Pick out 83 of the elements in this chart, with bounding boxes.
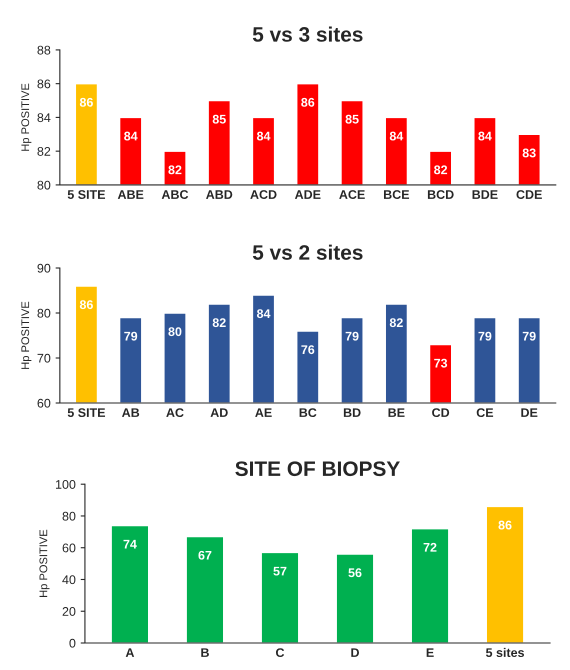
y-tick-label: 60 — [38, 398, 50, 408]
x-tick-label: CD — [432, 408, 450, 418]
x-tick-label: AE — [255, 408, 272, 417]
y-axis-title: Hp POSITIVE — [39, 530, 50, 597]
data-label: 84 — [478, 132, 492, 140]
x-tick-label: AC — [166, 408, 184, 418]
x-tick-label: AB — [122, 408, 140, 417]
x-tick-label: BCD — [428, 190, 454, 199]
x-tick-label: BC — [300, 408, 316, 418]
data-label: 67 — [198, 550, 212, 560]
x-tick-label: ABE — [118, 190, 144, 199]
data-label: 76 — [301, 345, 314, 354]
x-tick-label: C — [276, 648, 284, 658]
y-tick-label: 90 — [38, 264, 50, 273]
y-tick-label: 70 — [38, 354, 50, 363]
data-label: 79 — [124, 332, 138, 341]
x-tick-label: AD — [210, 408, 228, 417]
y-tick-label: 40 — [62, 575, 76, 584]
y-tick-label: 86 — [37, 79, 50, 88]
x-tick-label: E — [426, 648, 434, 657]
x-tick-label: A — [126, 648, 134, 657]
data-label: 84 — [256, 132, 270, 140]
data-label: 82 — [434, 165, 448, 174]
data-label: 79 — [478, 332, 492, 341]
data-label: 84 — [124, 132, 138, 140]
x-tick-label: D — [351, 648, 359, 657]
y-tick-label: 60 — [62, 544, 76, 552]
x-tick-label: ADE — [294, 190, 321, 199]
bar — [486, 506, 524, 643]
x-tick-label: CDE — [516, 190, 542, 199]
x-tick-label: 5 SITE — [68, 408, 106, 418]
y-axis-title: Hp POSITIVE — [21, 302, 32, 369]
bar — [336, 553, 374, 643]
data-label: 57 — [273, 566, 286, 576]
data-label: 79 — [346, 332, 359, 341]
x-tick-label: ACE — [339, 190, 365, 199]
data-label: 72 — [424, 542, 436, 552]
data-label: 79 — [522, 332, 536, 341]
data-label: 85 — [346, 114, 359, 124]
y-tick-label: 84 — [37, 113, 50, 122]
y-tick-label: 100 — [56, 480, 76, 489]
x-tick-label: ABD — [206, 190, 232, 199]
y-tick-label: 80 — [37, 308, 50, 318]
data-label: 84 — [256, 309, 270, 318]
data-label: 56 — [348, 568, 362, 578]
data-label: 86 — [301, 98, 314, 107]
data-label: 74 — [124, 540, 137, 548]
data-label: 73 — [434, 358, 448, 368]
x-tick-label: 5 sites — [486, 648, 524, 658]
data-label: 82 — [390, 318, 403, 328]
bar — [110, 524, 150, 643]
x-tick-label: ABC — [162, 190, 188, 199]
y-tick-label: 82 — [37, 146, 50, 156]
y-tick-label: 80 — [37, 180, 50, 190]
x-tick-label: BCE — [384, 190, 410, 199]
data-label: 84 — [390, 132, 404, 140]
data-label: 86 — [498, 520, 512, 530]
data-label: 86 — [80, 98, 93, 107]
y-tick-label: 0 — [69, 638, 76, 648]
y-tick-label: 88 — [37, 46, 50, 55]
data-label: 86 — [80, 300, 93, 310]
bar — [186, 536, 224, 643]
chart-title: SITE OF BIOPSY — [235, 461, 400, 476]
x-tick-label: BDE — [472, 190, 498, 199]
data-label: 80 — [168, 327, 182, 336]
data-label: 82 — [168, 165, 182, 174]
x-tick-label: B — [201, 648, 209, 657]
x-tick-label: ACD — [250, 190, 277, 199]
x-tick-label: BD — [344, 408, 361, 417]
x-tick-label: BE — [388, 408, 405, 417]
y-axis-title: Hp POSITIVE — [21, 84, 32, 151]
bar — [410, 528, 450, 643]
chart-title: 5 vs 2 sites — [252, 244, 363, 260]
x-tick-label: DE — [521, 408, 538, 417]
data-label: 85 — [212, 114, 226, 124]
y-tick-label: 20 — [62, 607, 76, 616]
x-tick-label: 5 SITE — [68, 190, 106, 199]
x-tick-label: CE — [476, 408, 494, 418]
bar — [260, 552, 300, 643]
data-label: 83 — [522, 148, 536, 158]
data-label: 82 — [212, 318, 226, 328]
y-tick-label: 80 — [62, 512, 76, 521]
chart-title: 5 vs 3 sites — [252, 26, 363, 42]
